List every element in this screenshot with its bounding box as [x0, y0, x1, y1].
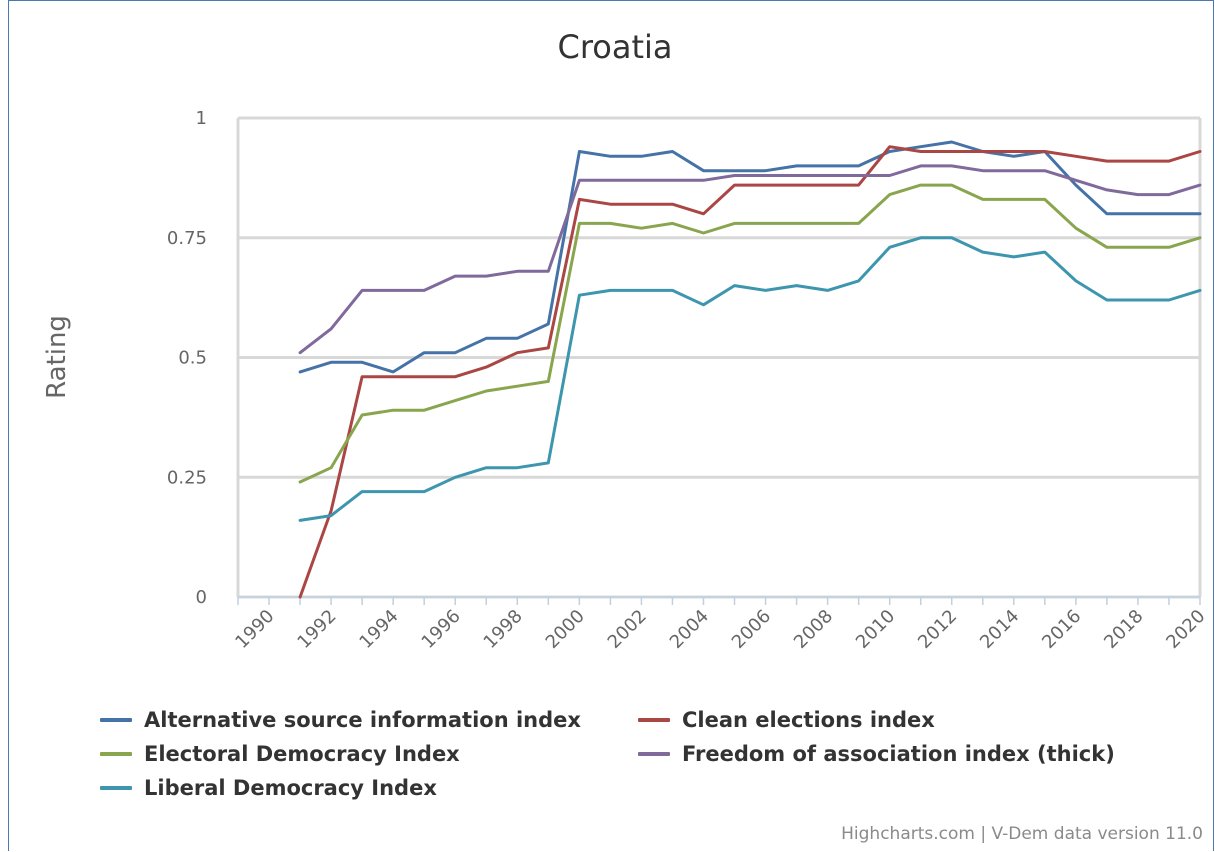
x-tick-label: 2018 — [1100, 606, 1147, 653]
chart-frame — [8, 0, 1214, 851]
legend-label: Clean elections index — [682, 708, 935, 732]
legend-label: Freedom of association index (thick) — [682, 742, 1115, 766]
legend-item-clean-elections[interactable]: Clean elections index — [638, 708, 935, 732]
y-tick-label: 0.5 — [178, 348, 207, 369]
y-tick-label: 0.25 — [167, 467, 207, 488]
y-tick-label: 1 — [196, 108, 207, 129]
x-tick-label: 2014 — [976, 606, 1023, 653]
legend-item-electoral-democracy[interactable]: Electoral Democracy Index — [100, 742, 460, 766]
x-tick-label: 2016 — [1038, 606, 1085, 653]
x-tick-label: 2012 — [914, 606, 961, 653]
legend-label: Electoral Democracy Index — [144, 742, 460, 766]
grid — [236, 116, 1202, 599]
series-line[interactable] — [298, 164, 1202, 355]
legend-item-freedom-of-association[interactable]: Freedom of association index (thick) — [638, 742, 1115, 766]
x-tick-label: 2002 — [604, 606, 651, 653]
legend-label: Alternative source information index — [144, 708, 581, 732]
x-tick-label: 1990 — [231, 606, 278, 653]
series-line[interactable] — [298, 236, 1202, 522]
x-tick-label: 2010 — [852, 606, 899, 653]
x-tick-label: 2008 — [790, 606, 837, 653]
legend-item-alternative-source[interactable]: Alternative source information index — [100, 708, 581, 732]
series-lines — [298, 140, 1202, 599]
y-tick-label: 0 — [196, 587, 207, 608]
legend-swatch — [100, 752, 132, 756]
series-line[interactable] — [298, 183, 1202, 484]
x-axis-ticks: 1990 1992 1994 1996 1998 2000 2002 2004 2006 2008… — [231, 597, 1210, 653]
credits-link[interactable]: Highcharts.com | V-Dem data version 11.0 — [841, 824, 1203, 844]
legend-swatch — [100, 718, 132, 722]
legend-swatch — [638, 752, 670, 756]
y-tick-label: 0.75 — [167, 228, 207, 249]
legend-swatch — [638, 718, 670, 722]
y-axis-ticks: 0 0.25 0.5 0.75 1 — [167, 108, 207, 608]
x-tick-label: 2000 — [542, 606, 589, 653]
y-axis-label: Rating — [42, 315, 72, 399]
x-tick-label: 1998 — [480, 606, 527, 653]
x-tick-label: 1996 — [418, 606, 465, 653]
legend-swatch — [100, 786, 132, 790]
legend-label: Liberal Democracy Index — [144, 776, 437, 800]
x-tick-label: 2004 — [666, 606, 713, 653]
chart-title: Croatia — [557, 28, 672, 66]
series-line[interactable] — [298, 145, 1202, 599]
legend-item-liberal-democracy[interactable]: Liberal Democracy Index — [100, 776, 437, 800]
x-tick-label: 2006 — [728, 606, 775, 653]
x-tick-label: 1994 — [355, 606, 402, 653]
series-line[interactable] — [298, 140, 1202, 374]
x-tick-label: 2020 — [1162, 606, 1209, 653]
x-tick-label: 1992 — [293, 606, 340, 653]
